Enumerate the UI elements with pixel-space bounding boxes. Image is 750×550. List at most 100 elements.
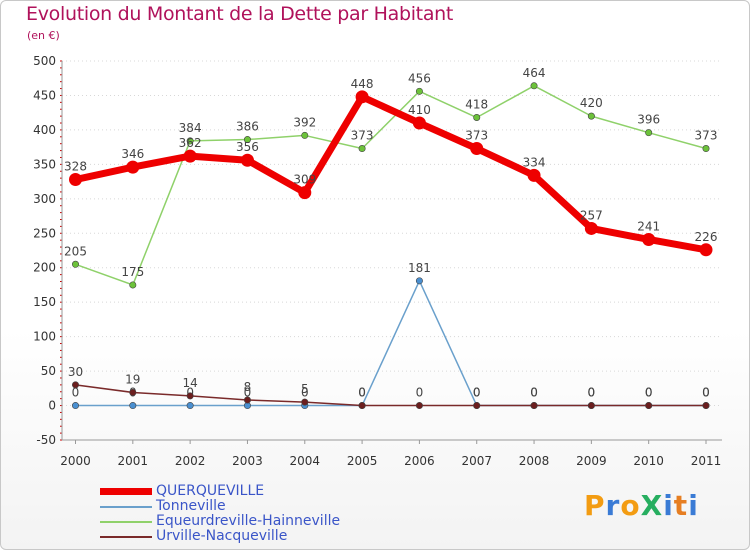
data-label: 257 bbox=[580, 208, 603, 222]
data-point bbox=[645, 129, 653, 137]
data-point bbox=[126, 160, 140, 174]
data-label: 0 bbox=[473, 386, 481, 400]
data-point bbox=[129, 402, 137, 410]
data-label: 0 bbox=[473, 386, 481, 400]
logo-letter: t bbox=[673, 489, 689, 522]
data-point bbox=[415, 87, 423, 95]
x-tick-label: 2001 bbox=[118, 454, 149, 468]
x-tick-label: 2005 bbox=[347, 454, 378, 468]
proxiti-logo: ProXiti bbox=[584, 489, 699, 522]
data-label: 0 bbox=[358, 386, 366, 400]
data-point bbox=[527, 168, 541, 182]
series-line-tonneville bbox=[75, 280, 706, 407]
data-label: 418 bbox=[465, 98, 488, 112]
data-label: 205 bbox=[64, 244, 87, 258]
logo-letter: X bbox=[640, 489, 664, 522]
legend-label-querqueville: QUERQUEVILLE bbox=[156, 483, 265, 499]
x-tick-label: 2000 bbox=[60, 454, 91, 468]
data-point bbox=[355, 90, 369, 104]
data-label: 346 bbox=[121, 147, 144, 161]
data-label: 464 bbox=[523, 66, 546, 80]
y-tick-label: 200 bbox=[33, 261, 56, 275]
logo-letter: P bbox=[584, 489, 606, 522]
y-tick-label: 500 bbox=[33, 54, 56, 68]
data-label: 8 bbox=[244, 380, 252, 394]
data-point bbox=[129, 388, 137, 396]
y-tick-label: 350 bbox=[33, 157, 56, 171]
data-point bbox=[72, 402, 80, 410]
data-label: 0 bbox=[530, 386, 538, 400]
data-label: 386 bbox=[236, 120, 259, 134]
data-point bbox=[129, 281, 137, 289]
data-point bbox=[645, 402, 653, 410]
data-label: 0 bbox=[244, 386, 252, 400]
data-point bbox=[699, 243, 713, 257]
data-label: 0 bbox=[645, 386, 653, 400]
data-point bbox=[243, 136, 251, 144]
data-label: 328 bbox=[64, 160, 87, 174]
legend-label-equeurdreville: Equeurdreville-Hainneville bbox=[156, 513, 341, 529]
x-tick-label: 2008 bbox=[519, 454, 550, 468]
data-point bbox=[358, 402, 366, 410]
data-label: 19 bbox=[125, 372, 140, 386]
data-point bbox=[470, 142, 484, 156]
data-point bbox=[358, 145, 366, 153]
data-label: 0 bbox=[416, 386, 424, 400]
data-point bbox=[702, 402, 710, 410]
data-point bbox=[301, 131, 309, 139]
data-label: 410 bbox=[408, 103, 431, 117]
x-tick-label: 2011 bbox=[691, 454, 722, 468]
data-label: 5 bbox=[301, 382, 309, 396]
data-label: 226 bbox=[695, 230, 718, 244]
data-label: 373 bbox=[465, 129, 488, 143]
legend-swatch-urville bbox=[100, 536, 152, 538]
data-label: 30 bbox=[68, 365, 83, 379]
y-tick-label: 300 bbox=[33, 192, 56, 206]
data-point bbox=[186, 392, 194, 400]
legend-swatch-equeurdreville bbox=[100, 521, 152, 523]
data-point bbox=[412, 116, 426, 130]
data-label: 0 bbox=[702, 386, 710, 400]
data-point bbox=[243, 396, 251, 404]
data-label: 0 bbox=[588, 386, 596, 400]
logo-letter: i bbox=[663, 489, 674, 522]
data-label: 456 bbox=[408, 71, 431, 85]
data-label: 0 bbox=[72, 386, 80, 400]
data-point bbox=[186, 137, 194, 145]
data-point bbox=[473, 402, 481, 410]
legend-swatch-querqueville bbox=[100, 488, 152, 495]
x-tick-label: 2003 bbox=[232, 454, 263, 468]
data-point bbox=[301, 398, 309, 406]
data-point bbox=[642, 232, 656, 246]
y-tick-label: 0 bbox=[48, 399, 56, 413]
legend-swatch-tonneville bbox=[100, 506, 152, 508]
data-label: 362 bbox=[179, 136, 202, 150]
series-line-urville-nacqueville bbox=[75, 384, 706, 407]
x-tick-label: 2002 bbox=[175, 454, 206, 468]
data-point bbox=[298, 186, 312, 200]
data-point bbox=[72, 381, 80, 389]
data-label: 309 bbox=[293, 173, 316, 187]
data-point bbox=[584, 221, 598, 235]
chart-unit-label: (en €) bbox=[27, 29, 60, 42]
data-point bbox=[186, 402, 194, 410]
data-label: 0 bbox=[358, 386, 366, 400]
data-point bbox=[473, 114, 481, 122]
data-point bbox=[415, 277, 423, 285]
chart-title: Evolution du Montant de la Dette par Hab… bbox=[26, 3, 454, 25]
data-label: 241 bbox=[637, 219, 660, 233]
y-tick-label: 450 bbox=[33, 88, 56, 102]
data-point bbox=[530, 82, 538, 90]
data-label: 14 bbox=[182, 376, 197, 390]
y-tick-label: 250 bbox=[33, 226, 56, 240]
data-point bbox=[183, 149, 197, 163]
data-point bbox=[415, 402, 423, 410]
data-label: 392 bbox=[293, 115, 316, 129]
data-label: 396 bbox=[637, 113, 660, 127]
y-tick-label: -50 bbox=[36, 433, 56, 447]
data-label: 0 bbox=[702, 386, 710, 400]
data-label: 420 bbox=[580, 96, 603, 110]
data-label: 384 bbox=[179, 121, 202, 135]
